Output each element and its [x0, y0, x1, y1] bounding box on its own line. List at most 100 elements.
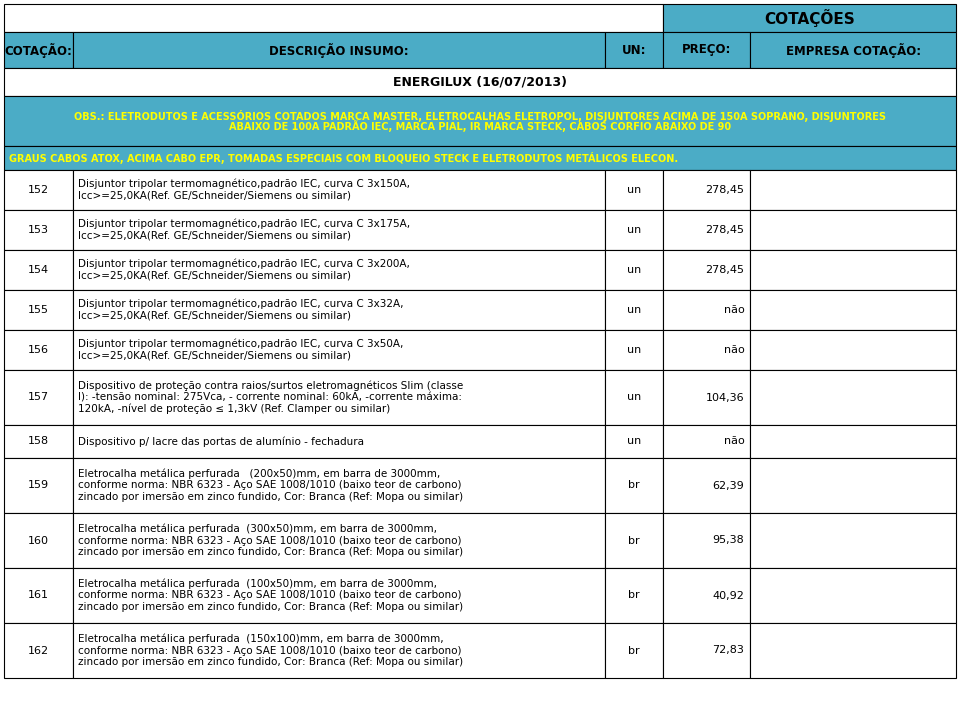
Bar [605, 425, 662, 458]
Text: 278,45: 278,45 [706, 225, 744, 235]
Text: Icc>=25,0KA(Ref. GE/Schneider/Siemens ou similar): Icc>=25,0KA(Ref. GE/Schneider/Siemens ou… [79, 311, 351, 321]
Bar [4, 210, 74, 250]
Text: conforme norma: NBR 6323 - Aço SAE 1008/1010 (baixo teor de carbono): conforme norma: NBR 6323 - Aço SAE 1008/… [79, 536, 462, 545]
Bar [4, 568, 74, 623]
Text: un: un [627, 345, 641, 355]
Text: 72,83: 72,83 [712, 645, 744, 655]
Text: 153: 153 [28, 225, 49, 235]
Text: 278,45: 278,45 [706, 265, 744, 275]
Bar [662, 330, 751, 370]
Bar [751, 370, 956, 425]
Text: não: não [724, 305, 744, 315]
Text: conforme norma: NBR 6323 - Aço SAE 1008/1010 (baixo teor de carbono): conforme norma: NBR 6323 - Aço SAE 1008/… [79, 590, 462, 600]
Text: não: não [724, 436, 744, 446]
Bar [662, 458, 751, 513]
Text: Icc>=25,0KA(Ref. GE/Schneider/Siemens ou similar): Icc>=25,0KA(Ref. GE/Schneider/Siemens ou… [79, 191, 351, 201]
Text: Icc>=25,0KA(Ref. GE/Schneider/Siemens ou similar): Icc>=25,0KA(Ref. GE/Schneider/Siemens ou… [79, 351, 351, 361]
Text: br: br [628, 481, 639, 491]
Text: Eletrocalha metálica perfurada  (150x100)mm, em barra de 3000mm,: Eletrocalha metálica perfurada (150x100)… [79, 633, 444, 644]
Bar [74, 623, 605, 678]
Text: Disjuntor tripolar termomagnético,padrão IEC, curva C 3x150A,: Disjuntor tripolar termomagnético,padrão… [79, 179, 411, 189]
Text: Eletrocalha metálica perfurada  (100x50)mm, em barra de 3000mm,: Eletrocalha metálica perfurada (100x50)m… [79, 578, 438, 589]
Text: un: un [627, 393, 641, 403]
Text: 157: 157 [28, 393, 49, 403]
Text: 156: 156 [28, 345, 49, 355]
Bar [4, 4, 662, 32]
Bar [751, 210, 956, 250]
Bar [662, 4, 956, 32]
Bar [751, 458, 956, 513]
Bar [74, 458, 605, 513]
Text: 62,39: 62,39 [712, 481, 744, 491]
Bar [751, 250, 956, 290]
Text: 161: 161 [28, 590, 49, 600]
Text: COTAÇÃO:: COTAÇÃO: [5, 43, 73, 58]
Bar [605, 513, 662, 568]
Text: 278,45: 278,45 [706, 185, 744, 195]
Bar [751, 513, 956, 568]
Bar [605, 370, 662, 425]
Text: zincado por imersão em zinco fundido, Cor: Branca (Ref: Mopa ou similar): zincado por imersão em zinco fundido, Co… [79, 657, 464, 667]
Text: Eletrocalha metálica perfurada   (200x50)mm, em barra de 3000mm,: Eletrocalha metálica perfurada (200x50)m… [79, 468, 441, 479]
Text: Eletrocalha metálica perfurada  (300x50)mm, em barra de 3000mm,: Eletrocalha metálica perfurada (300x50)m… [79, 523, 438, 534]
Bar [605, 210, 662, 250]
Bar [605, 458, 662, 513]
Bar [4, 290, 74, 330]
Bar [751, 425, 956, 458]
Text: un: un [627, 436, 641, 446]
Text: un: un [627, 265, 641, 275]
Text: I): -tensão nominal: 275Vca, - corrente nominal: 60kA, -corrente máxima:: I): -tensão nominal: 275Vca, - corrente … [79, 393, 463, 403]
Text: br: br [628, 590, 639, 600]
Bar [605, 290, 662, 330]
Text: zincado por imersão em zinco fundido, Cor: Branca (Ref: Mopa ou similar): zincado por imersão em zinco fundido, Co… [79, 547, 464, 557]
Bar [662, 568, 751, 623]
Bar [662, 623, 751, 678]
Bar [74, 513, 605, 568]
Bar [4, 458, 74, 513]
Text: 95,38: 95,38 [712, 536, 744, 545]
Text: br: br [628, 645, 639, 655]
Bar [662, 370, 751, 425]
Bar [74, 330, 605, 370]
Text: 155: 155 [28, 305, 49, 315]
Text: zincado por imersão em zinco fundido, Cor: Branca (Ref: Mopa ou similar): zincado por imersão em zinco fundido, Co… [79, 602, 464, 612]
Text: conforme norma: NBR 6323 - Aço SAE 1008/1010 (baixo teor de carbono): conforme norma: NBR 6323 - Aço SAE 1008/… [79, 645, 462, 655]
Bar [74, 250, 605, 290]
Text: ABAIXO DE 100A PADRÃO IEC, MARCA PIAL, IR MARCA STECK, CABOS CORFIO ABAIXO DE 90: ABAIXO DE 100A PADRÃO IEC, MARCA PIAL, I… [228, 121, 732, 133]
Bar [4, 370, 74, 425]
Bar [4, 425, 74, 458]
Text: br: br [628, 536, 639, 545]
Bar [74, 210, 605, 250]
Text: conforme norma: NBR 6323 - Aço SAE 1008/1010 (baixo teor de carbono): conforme norma: NBR 6323 - Aço SAE 1008/… [79, 481, 462, 491]
Bar [605, 170, 662, 210]
Bar [4, 513, 74, 568]
Bar [74, 425, 605, 458]
Bar [751, 290, 956, 330]
Text: 162: 162 [28, 645, 49, 655]
Bar [662, 170, 751, 210]
Text: 154: 154 [28, 265, 49, 275]
Text: 159: 159 [28, 481, 49, 491]
Text: UN:: UN: [621, 44, 646, 56]
Bar [605, 250, 662, 290]
Text: un: un [627, 225, 641, 235]
Text: Disjuntor tripolar termomagnético,padrão IEC, curva C 3x175A,: Disjuntor tripolar termomagnético,padrão… [79, 219, 411, 229]
Text: 158: 158 [28, 436, 49, 446]
Text: zincado por imersão em zinco fundido, Cor: Branca (Ref: Mopa ou similar): zincado por imersão em zinco fundido, Co… [79, 492, 464, 502]
Text: Icc>=25,0KA(Ref. GE/Schneider/Siemens ou similar): Icc>=25,0KA(Ref. GE/Schneider/Siemens ou… [79, 271, 351, 281]
Text: ENERGILUX (16/07/2013): ENERGILUX (16/07/2013) [393, 76, 567, 89]
Bar [4, 32, 74, 68]
Bar [4, 170, 74, 210]
Text: 40,92: 40,92 [712, 590, 744, 600]
Bar [662, 250, 751, 290]
Bar [751, 623, 956, 678]
Text: 104,36: 104,36 [706, 393, 744, 403]
Bar [751, 568, 956, 623]
Bar [662, 513, 751, 568]
Bar [74, 370, 605, 425]
Bar [74, 290, 605, 330]
Bar [662, 32, 751, 68]
Bar [662, 210, 751, 250]
Text: 160: 160 [28, 536, 49, 545]
Text: OBS.: ELETRODUTOS E ACESSÓRIOS COTADOS MARCA MASTER, ELETROCALHAS ELETROPOL, DIS: OBS.: ELETRODUTOS E ACESSÓRIOS COTADOS M… [74, 109, 886, 121]
